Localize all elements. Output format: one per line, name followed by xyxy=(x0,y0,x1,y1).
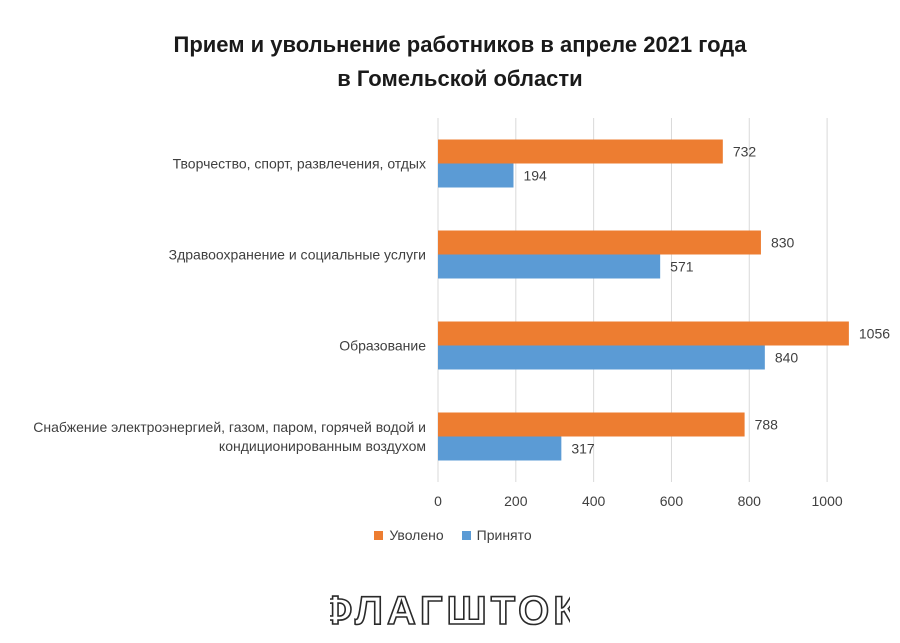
data-label: 840 xyxy=(775,350,799,366)
legend-item-uvoleno: Уволено xyxy=(374,527,444,543)
x-tick-label: 800 xyxy=(738,493,762,509)
x-tick-label: 200 xyxy=(504,493,528,509)
bar-prinyato xyxy=(438,163,514,188)
legend-item-prinyato: Принято xyxy=(461,527,532,543)
legend-swatch-prinyato xyxy=(461,530,471,540)
data-label: 788 xyxy=(755,417,779,433)
x-tick-label: 0 xyxy=(434,493,442,509)
bar-prinyato xyxy=(438,254,661,279)
bar-uvoleno xyxy=(438,139,723,164)
data-label: 571 xyxy=(670,259,694,275)
bar-prinyato xyxy=(438,345,765,370)
category-label: Снабжение электроэнергией, газом, паром,… xyxy=(33,419,426,454)
category-label: Образование xyxy=(339,338,426,354)
chart-title: Прием и увольнение работников в апреле 2… xyxy=(0,28,900,96)
legend-swatch-uvoleno xyxy=(374,530,384,540)
bar-uvoleno xyxy=(438,230,761,255)
x-tick-label: 600 xyxy=(660,493,684,509)
bar-uvoleno xyxy=(438,321,849,346)
category-label: Творчество, спорт, развлечения, отдых xyxy=(173,156,426,172)
flagshtok-logo-text: ФЛАГШТОК xyxy=(330,589,570,633)
data-labels: 732 194 830 571 1056 840 788 317 xyxy=(523,144,890,457)
category-label: Здравоохранение и социальные услуги xyxy=(169,247,426,263)
data-label: 317 xyxy=(571,441,595,457)
data-label: 830 xyxy=(771,235,795,251)
bar-prinyato xyxy=(438,436,562,461)
data-label: 732 xyxy=(733,144,757,160)
x-axis-tick-labels: 0 200 400 600 800 1000 xyxy=(434,493,843,509)
bars xyxy=(438,139,849,461)
bar-uvoleno xyxy=(438,412,745,437)
data-label: 194 xyxy=(523,168,547,184)
legend-label-uvoleno: Уволено xyxy=(389,527,444,543)
flagshtok-logo: ФЛАГШТОК xyxy=(330,588,570,634)
data-label: 1056 xyxy=(859,326,890,342)
x-tick-label: 1000 xyxy=(812,493,843,509)
chart-title-line-1: Прием и увольнение работников в апреле 2… xyxy=(173,32,747,57)
x-tick-label: 400 xyxy=(582,493,606,509)
legend-label-prinyato: Принято xyxy=(476,527,532,543)
category-labels: Творчество, спорт, развлечения, отдых Здр… xyxy=(33,156,426,455)
legend: Уволено Принято xyxy=(0,527,900,543)
chart-title-line-2: в Гомельской области xyxy=(337,66,583,91)
